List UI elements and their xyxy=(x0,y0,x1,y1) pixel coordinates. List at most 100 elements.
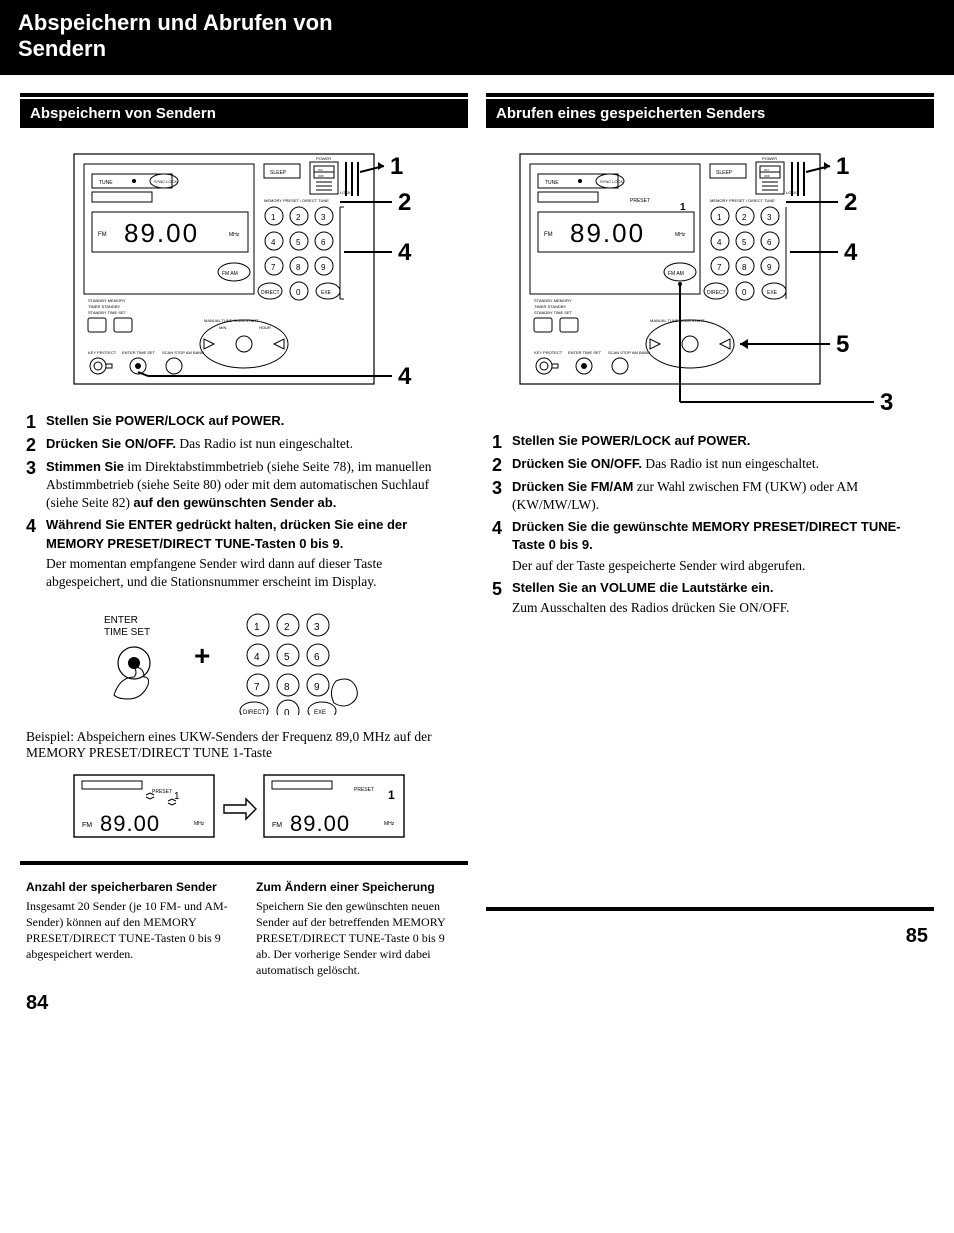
example-text: Beispiel: Abspeichern eines UKW-Senders … xyxy=(20,729,468,761)
left-section-header: Abspeichern von Sendern xyxy=(20,99,468,128)
svg-text:TIMER STANDBY: TIMER STANDBY xyxy=(88,304,120,309)
svg-text:MEMORY PRESET / DIRECT TUNE: MEMORY PRESET / DIRECT TUNE xyxy=(264,198,329,203)
svg-text:9: 9 xyxy=(314,682,320,693)
svg-text:TUNE: TUNE xyxy=(545,180,559,186)
svg-text:TIMER STANDBY: TIMER STANDBY xyxy=(534,304,566,309)
svg-text:SLEEP: SLEEP xyxy=(270,170,287,176)
svg-text:EXE: EXE xyxy=(321,290,332,296)
step-item: 3 Drücken Sie FM/AM zur Wahl zwischen FM… xyxy=(492,478,928,514)
page-title-line2: Sendern xyxy=(18,36,936,62)
svg-text:1: 1 xyxy=(390,153,403,180)
svg-text:STANDBY MEMORY: STANDBY MEMORY xyxy=(534,298,572,303)
svg-text:9: 9 xyxy=(767,263,772,272)
svg-text:ENTER TIME SET: ENTER TIME SET xyxy=(122,350,156,355)
page-title-line1: Abspeichern und Abrufen von xyxy=(18,10,936,36)
svg-text:ON: ON xyxy=(318,168,323,172)
svg-text:DIRECT: DIRECT xyxy=(707,290,726,296)
svg-text:4: 4 xyxy=(398,239,412,266)
svg-text:1: 1 xyxy=(388,788,395,802)
svg-text:STANDBY TIME SET: STANDBY TIME SET xyxy=(88,310,127,315)
right-radio-diagram: TUNE SYNC LOCK PRESET 1 FM 89.00 MHz FM … xyxy=(486,144,934,414)
step-num: 2 xyxy=(26,436,46,454)
svg-text:1: 1 xyxy=(836,153,849,180)
svg-text:KEY PROTECT: KEY PROTECT xyxy=(88,350,117,355)
svg-text:MHz: MHz xyxy=(194,821,205,827)
note-1: Anzahl der speicherbaren Sender Insgesam… xyxy=(26,879,232,978)
svg-text:7: 7 xyxy=(717,263,722,272)
step-num: 1 xyxy=(26,413,46,431)
svg-text:POWER: POWER xyxy=(316,156,331,161)
page-header: Abspeichern und Abrufen von Sendern xyxy=(0,0,954,75)
left-column: Abspeichern von Sendern TUNE SYNC LOCK F… xyxy=(20,93,468,1016)
left-radio-diagram: TUNE SYNC LOCK FM 89.00 MHz FM AM STANDB… xyxy=(20,144,468,394)
svg-text:PRESET: PRESET xyxy=(152,789,172,795)
svg-text:6: 6 xyxy=(321,238,326,247)
svg-text:ON: ON xyxy=(764,168,769,172)
svg-text:4: 4 xyxy=(254,652,260,663)
svg-text:0: 0 xyxy=(296,288,301,297)
right-section-header: Abrufen eines gespeicherten Senders xyxy=(486,99,934,128)
right-column: Abrufen eines gespeicherten Senders TUNE… xyxy=(486,93,934,1016)
svg-text:2: 2 xyxy=(742,213,747,222)
svg-text:MHz: MHz xyxy=(675,232,686,238)
svg-text:3: 3 xyxy=(314,622,320,633)
step-num: 1 xyxy=(492,433,512,451)
svg-text:89.00: 89.00 xyxy=(570,218,645,248)
svg-text:1: 1 xyxy=(254,622,260,633)
svg-text:MIN: MIN xyxy=(219,325,226,330)
svg-text:FM AM: FM AM xyxy=(222,271,238,277)
svg-text:EXE: EXE xyxy=(314,710,326,715)
step-num: 3 xyxy=(492,479,512,514)
svg-text:1: 1 xyxy=(271,213,276,222)
svg-text:2: 2 xyxy=(398,189,411,216)
svg-text:DIRECT: DIRECT xyxy=(261,290,280,296)
notes-row: Anzahl der speicherbaren Sender Insgesam… xyxy=(20,879,468,978)
svg-text:MANUAL TUNE SCAN START: MANUAL TUNE SCAN START xyxy=(650,318,705,323)
svg-text:SCAN STOP AM BAND: SCAN STOP AM BAND xyxy=(162,350,204,355)
svg-text:7: 7 xyxy=(271,263,276,272)
svg-text:FM: FM xyxy=(272,822,282,829)
svg-text:PRESET: PRESET xyxy=(630,198,650,204)
svg-text:DIRECT: DIRECT xyxy=(243,710,266,715)
svg-text:HOUR: HOUR xyxy=(259,325,271,330)
step-num: 4 xyxy=(492,519,512,575)
right-bottom-divider xyxy=(486,907,934,911)
svg-text:5: 5 xyxy=(836,331,849,358)
svg-text:MHz: MHz xyxy=(384,821,395,827)
svg-text:89.00: 89.00 xyxy=(124,218,199,248)
svg-text:3: 3 xyxy=(321,213,326,222)
right-steps: 1 Stellen Sie POWER/LOCK auf POWER. 2 Dr… xyxy=(486,432,934,618)
svg-text:SCAN STOP AM BAND: SCAN STOP AM BAND xyxy=(608,350,650,355)
step-num: 4 xyxy=(26,517,46,591)
step-item: 1 Stellen Sie POWER/LOCK auf POWER. xyxy=(26,412,462,431)
step-num: 5 xyxy=(492,580,512,617)
svg-text:PRESET: PRESET xyxy=(354,787,374,793)
divider xyxy=(20,861,468,865)
svg-text:3: 3 xyxy=(880,389,893,414)
svg-text:FM AM: FM AM xyxy=(668,271,684,277)
svg-text:7: 7 xyxy=(254,682,260,693)
svg-text:SLEEP: SLEEP xyxy=(716,170,733,176)
step-item: 4 Während Sie ENTER gedrückt halten, drü… xyxy=(26,516,462,591)
svg-text:6: 6 xyxy=(314,652,320,663)
svg-text:5: 5 xyxy=(742,238,747,247)
svg-text:KEY PROTECT: KEY PROTECT xyxy=(534,350,563,355)
svg-text:TUNE: TUNE xyxy=(99,180,113,186)
svg-text:4: 4 xyxy=(398,363,412,390)
enter-plus-keypad-fig: ENTER TIME SET + 1 2 3 4 5 6 7 8 9 xyxy=(20,605,468,715)
svg-text:2: 2 xyxy=(296,213,301,222)
svg-text:0: 0 xyxy=(284,708,290,715)
svg-text:8: 8 xyxy=(296,263,301,272)
svg-text:OFF: OFF xyxy=(318,174,324,178)
svg-text:MHz: MHz xyxy=(229,232,240,238)
page-number-left: 84 xyxy=(20,992,468,1015)
svg-text:4: 4 xyxy=(717,238,722,247)
step-item: 2 Drücken Sie ON/OFF. Das Radio ist nun … xyxy=(26,435,462,454)
step-item: 2 Drücken Sie ON/OFF. Das Radio ist nun … xyxy=(492,455,928,474)
svg-text:MEMORY PRESET / DIRECT TUNE: MEMORY PRESET / DIRECT TUNE xyxy=(710,198,775,203)
svg-text:3: 3 xyxy=(767,213,772,222)
svg-text:FM: FM xyxy=(98,232,107,238)
note-2: Zum Ändern einer Speicherung Speichern S… xyxy=(256,879,462,978)
page-number-right: 85 xyxy=(486,925,934,948)
svg-text:9: 9 xyxy=(321,263,326,272)
